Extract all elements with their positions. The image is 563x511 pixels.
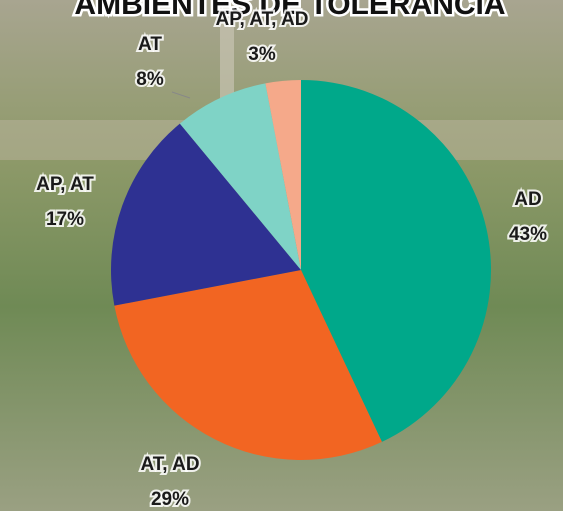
slice-value-label: 29%	[151, 489, 189, 510]
slice-value-label: 3%	[248, 44, 276, 65]
slice-label: AP, AT, AD	[216, 9, 309, 30]
slice-label: AD	[514, 189, 541, 210]
slice-label: AT	[138, 34, 162, 55]
pie	[111, 80, 491, 460]
slice-value-label: 43%	[509, 224, 547, 245]
slice-value-label: 8%	[136, 69, 164, 90]
slice-label: AP, AT	[36, 174, 94, 195]
slice-label: AT, AD	[140, 454, 199, 475]
slice-value-label: 17%	[46, 209, 84, 230]
chart: AMBIENTES DE TOLERANCIA AD43%AT, AD29%AP…	[0, 0, 563, 511]
